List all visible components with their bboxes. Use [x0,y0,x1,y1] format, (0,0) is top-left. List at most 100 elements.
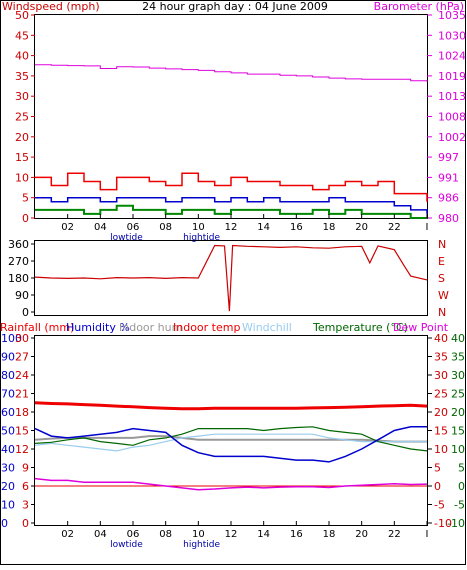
legend-rainfall: Rainfall (mm) [0,321,74,334]
humidity-tick-label: 90 [1,351,15,364]
climate-panel-x-tick-label: 22 [388,529,401,540]
humidity-tick-label: 80 [1,369,15,382]
windspeed-axis-label: Windspeed (mph) [2,0,100,13]
legend-dew-point: Dew Point [393,321,449,334]
barometer-tick-label: 1035 [438,9,466,22]
wind-panel-x-tick-label: 16 [290,222,303,233]
wind-panel-x-tick-label: I [426,222,429,233]
barometer-tick-label: 1019 [438,70,466,83]
wind-tick-label: 45 [15,29,29,42]
humidity-tick-label: 0 [1,517,8,530]
indoor-temp-tick-label: 35 [434,351,448,364]
indoor-temp-tick-label: 5 [434,462,441,475]
humidity-series [34,426,427,463]
wind-gust-series [35,172,428,202]
rain-tick-label: 6 [22,480,29,493]
windchill-series [34,433,427,452]
wind-tick-label: 50 [15,9,29,22]
barometer-tick-label: 991 [438,171,459,184]
legend-windchill: Windchill [242,321,292,334]
barometer-tick-label: 1008 [438,111,466,124]
humidity-tick-label: 50 [1,425,15,438]
wind-tick-label: 30 [15,90,29,103]
rain-tick-label: 21 [15,388,29,401]
wind-panel-x-tick-label: 06 [127,222,140,233]
wind-tick-label: 15 [15,151,29,164]
legend-temperature: Temperature (°C) [312,321,408,334]
chart-marks: 0510152025303540455098098699199710021008… [1,9,466,550]
wind-tick-label: 0 [22,212,29,225]
temperature-tick-label: -10 [447,517,465,530]
wind-panel-hightide-label: hightide [183,233,220,243]
climate-panel-x-tick-label: 18 [323,529,336,540]
temperature-tick-label: 35 [451,351,465,364]
indoor-temp-tick-label: 25 [434,388,448,401]
wind-panel-x-tick-label: 08 [159,222,172,233]
temperature-series [34,426,428,452]
wind-panel-x-tick-label: 22 [388,222,401,233]
chart-title: 24 hour graph day : 04 June 2009 [142,0,328,13]
wind-average-series [35,196,428,214]
humidity-tick-label: 70 [1,388,15,401]
temperature-tick-label: 25 [451,388,465,401]
wind-direction-series [34,244,428,312]
climate-panel-x-tick-label: 10 [192,529,205,540]
barometer-tick-label: 980 [438,212,459,225]
climate-panel-x-tick-label: 12 [225,529,238,540]
temperature-tick-label: 5 [458,462,465,475]
climate-panel-x-tick-label: 08 [159,529,172,540]
barometer-tick-label: 986 [438,192,459,205]
legend-humidity: Humidity % [66,321,130,334]
wind-tick-label: 40 [15,50,29,63]
compass-label: W [438,289,449,302]
barometer-line [35,64,428,82]
climate-panel-x-tick-label: 16 [290,529,303,540]
temperature-tick-label: 15 [451,425,465,438]
humidity-tick-label: 30 [1,462,15,475]
compass-label: N [438,238,446,251]
wind-low-series [35,204,427,219]
wind-panel-x-tick-label: 02 [61,222,74,233]
indoor-temp-tick-label: -5 [434,499,445,512]
compass-label: S [438,272,445,285]
humidity-tick-label: 60 [1,406,15,419]
climate-panel-x-tick-label: I [426,529,429,540]
wind-tick-label: 20 [15,131,29,144]
humidity-tick-label: 100 [1,332,22,345]
indoor-temp-tick-label: 30 [434,369,448,382]
wind-panel-x-tick-label: 10 [192,222,205,233]
wind-panel-lowtide-label: lowtide [110,233,143,243]
humidity-tick-label: 20 [1,480,15,493]
barometer-axis-label: Barometer (hPa) [374,0,464,13]
legend-indoor-temp: Indoor temp [173,321,240,334]
wind-panel-x-tick-label: 20 [355,222,368,233]
legend-indoor-hum: Indoor hum [119,321,182,334]
climate-legend: Rainfall (mm) Humidity % Indoor hum Indo… [0,321,449,334]
rain-tick-label: 27 [15,351,29,364]
direction-tick-label: 90 [15,289,29,302]
wind-panel-x-tick-label: 12 [225,222,238,233]
rain-tick-label: 9 [22,462,29,475]
barometer-tick-label: 997 [438,151,459,164]
indoor-temp-tick-label: 10 [434,443,448,456]
climate-panel-x-tick-label: 04 [94,529,107,540]
wind-tick-label: 25 [15,111,29,124]
climate-panel-x-tick-label: 02 [61,529,74,540]
rain-tick-label: 18 [15,406,29,419]
compass-label: N [438,306,446,319]
direction-tick-label: 0 [22,306,29,319]
temperature-tick-label: 20 [451,406,465,419]
wind-panel-x-tick-label: 14 [257,222,270,233]
barometer-tick-label: 1002 [438,131,466,144]
indoor-temp-tick-label: 15 [434,425,448,438]
direction-tick-label: 180 [8,272,29,285]
climate-panel-lowtide-label: lowtide [110,540,143,550]
barometer-tick-label: 1024 [438,50,466,63]
indoor-temp-tick-label: 40 [434,332,448,345]
indoor-temp-tick-label: -10 [434,517,452,530]
rain-tick-label: 12 [15,443,29,456]
wind-tick-label: 35 [15,70,29,83]
